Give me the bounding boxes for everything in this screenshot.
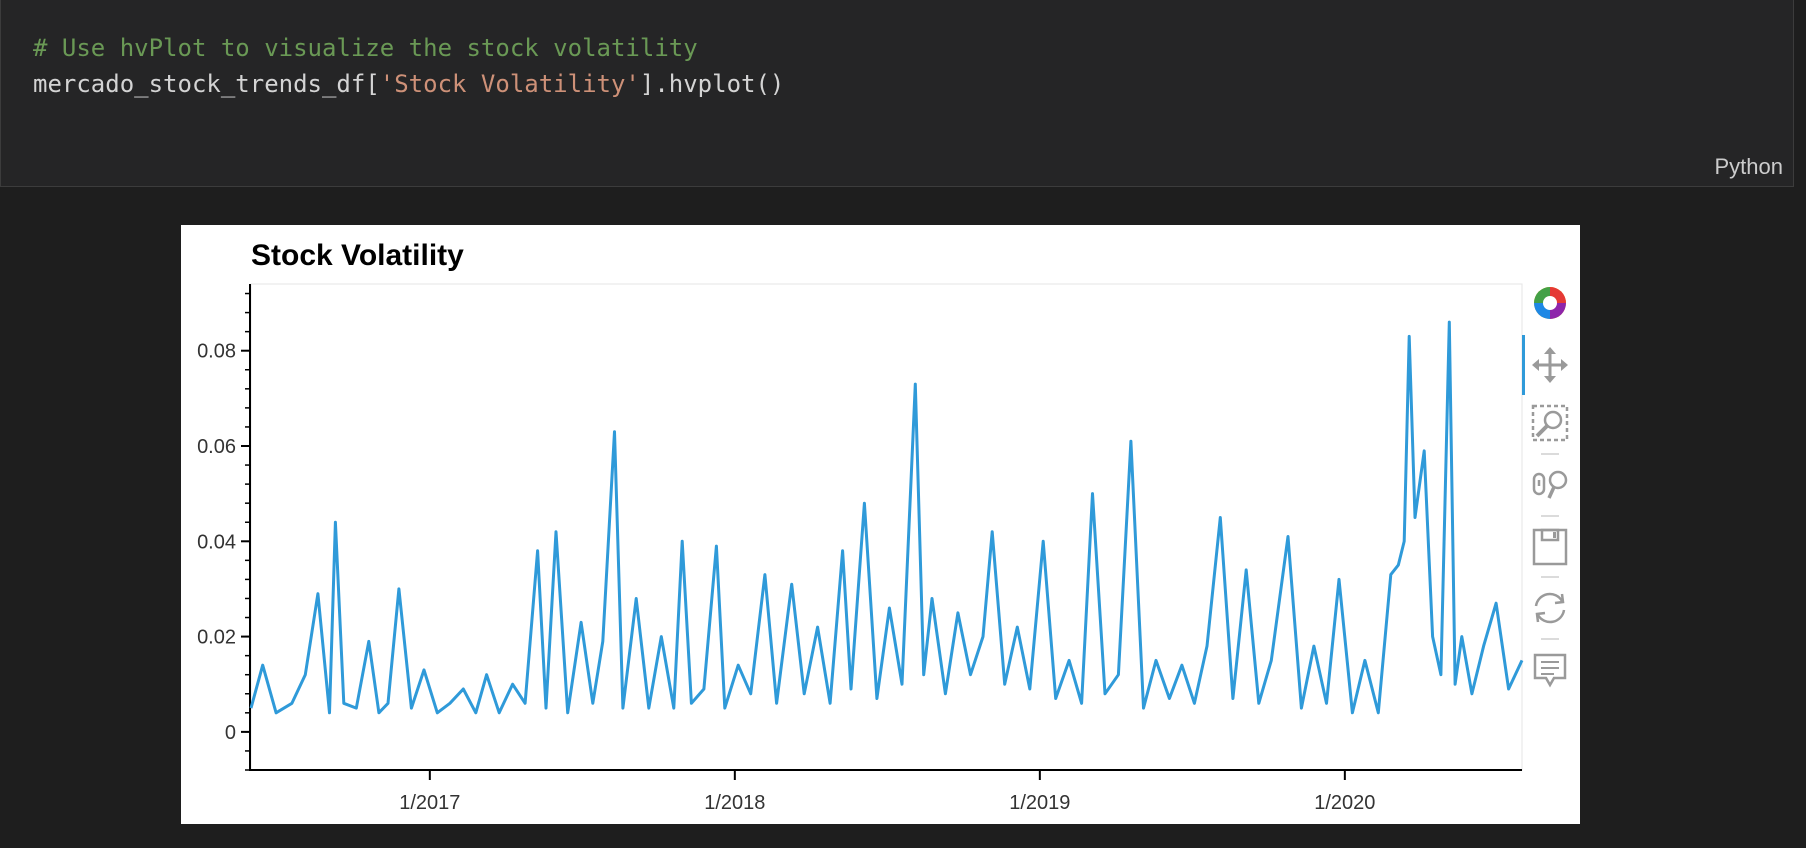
y-tick-label: 0.08 <box>197 341 236 363</box>
chart-title: Stock Volatility <box>251 239 464 272</box>
chart-svg: Stock Volatility 0 0.02 0.04 0.06 0.08 1/201… <box>197 239 1569 814</box>
pan-icon[interactable] <box>1532 347 1568 383</box>
series-group <box>249 320 1524 715</box>
y-tick-label: 0.06 <box>197 436 236 458</box>
plot-area-border <box>250 283 1523 771</box>
x-tick-label: 1/2018 <box>704 792 765 814</box>
x-tick-label: 1/2017 <box>399 792 460 814</box>
code-cell[interactable]: # Use hvPlot to visualize the stock vola… <box>0 0 1794 187</box>
code-comment-line: # Use hvPlot to visualize the stock vola… <box>33 34 698 62</box>
x-axis-ticks: 1/2017 1/2018 1/2019 1/2020 <box>399 770 1375 814</box>
bokeh-logo-icon[interactable] <box>1534 287 1566 319</box>
code-comment: # Use hvPlot to visualize the stock vola… <box>33 34 698 62</box>
y-tick-label: 0.04 <box>197 531 236 553</box>
box-zoom-icon[interactable] <box>1531 404 1569 442</box>
y-tick-label: 0 <box>225 722 236 744</box>
hover-icon[interactable] <box>1533 653 1567 688</box>
wheel-zoom-icon[interactable] <box>1532 470 1568 499</box>
series-line <box>249 320 1524 715</box>
reset-icon[interactable] <box>1534 592 1566 624</box>
plot-output: Stock Volatility 0 0.02 0.04 0.06 0.08 1/201… <box>181 225 1580 824</box>
plot-scroll-indicator[interactable] <box>1522 335 1525 395</box>
plot-toolbar <box>1531 287 1569 688</box>
x-tick-label: 1/2019 <box>1009 792 1070 814</box>
y-tick-label: 0.02 <box>197 627 236 649</box>
code-statement-line: mercado_stock_trends_df['Stock Volatilit… <box>33 70 784 98</box>
language-label[interactable]: Python <box>1714 154 1784 179</box>
code-string: 'Stock Volatility' <box>379 70 640 98</box>
save-icon[interactable] <box>1532 528 1568 566</box>
code-suffix: ].hvplot() <box>639 70 785 98</box>
x-tick-label: 1/2020 <box>1314 792 1375 814</box>
y-axis-ticks: 0 0.02 0.04 0.06 0.08 <box>197 292 251 771</box>
code-prefix: mercado_stock_trends_df[ <box>33 70 380 98</box>
